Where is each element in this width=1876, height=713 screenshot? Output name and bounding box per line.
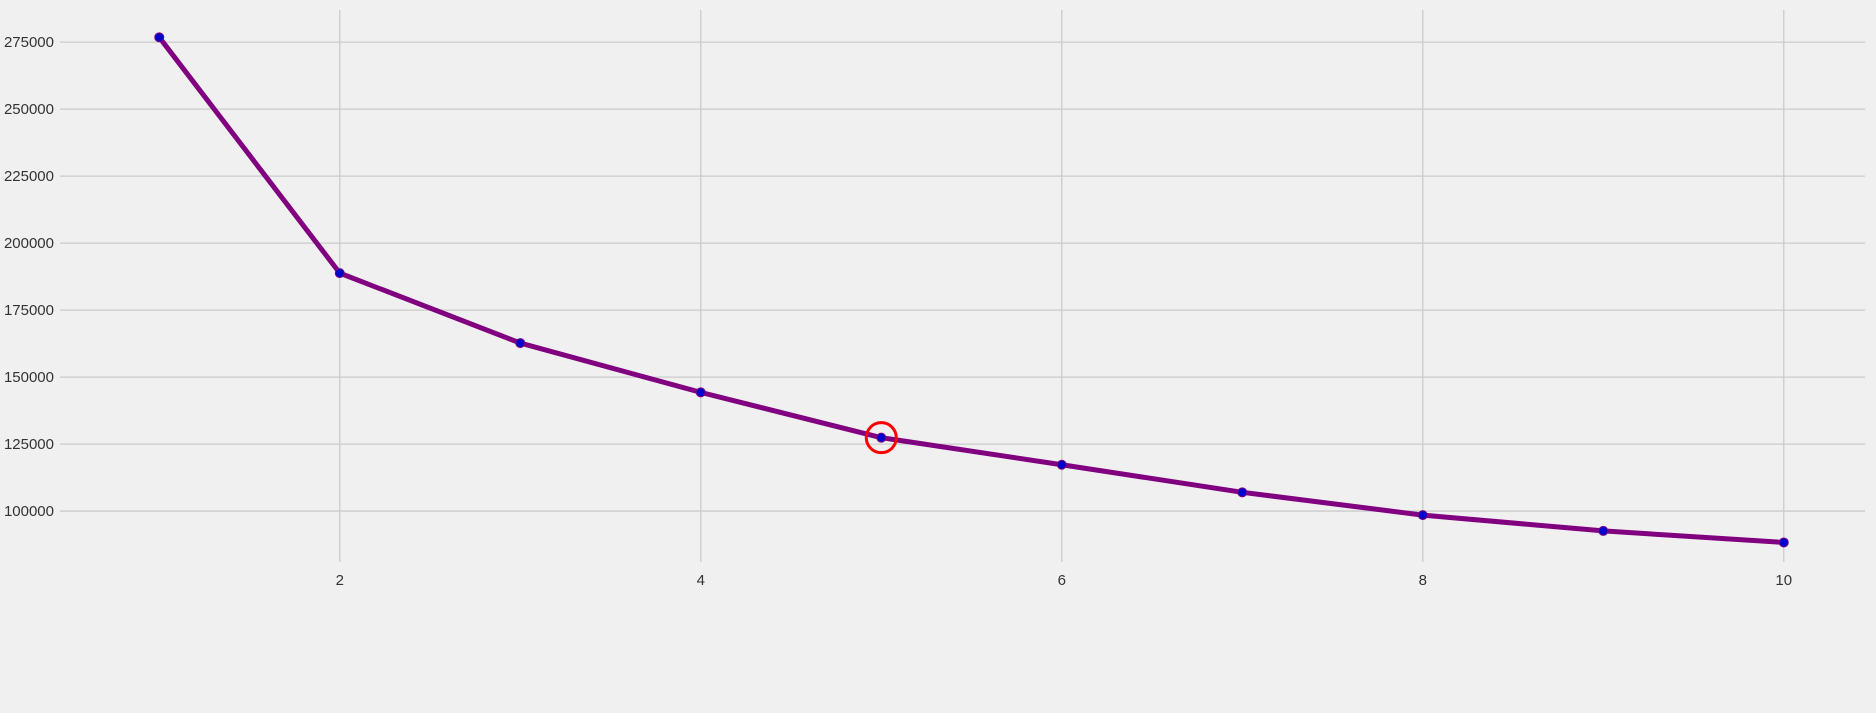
data-point-marker <box>515 338 526 349</box>
highlight-layer <box>864 421 898 455</box>
elbow-highlight-ring <box>864 421 898 455</box>
data-point-marker <box>1417 510 1428 521</box>
data-point-marker <box>876 432 887 443</box>
data-point-marker <box>1598 525 1609 536</box>
tick-layer: 100000 125000 150000 175000 200000 225000 2500… <box>4 34 1792 589</box>
x-tick-label: 2 <box>336 572 344 589</box>
x-tick-label: 6 <box>1058 572 1066 589</box>
x-tick-label: 10 <box>1775 572 1792 589</box>
data-point-marker <box>1778 537 1789 548</box>
series-layer <box>156 34 1787 545</box>
y-tick-label: 225000 <box>4 168 54 185</box>
data-point-marker <box>1056 459 1067 470</box>
y-tick-label: 275000 <box>4 34 54 51</box>
data-point-marker <box>334 268 345 279</box>
y-tick-label: 150000 <box>4 369 54 386</box>
y-tick-label: 200000 <box>4 235 54 252</box>
grid-layer <box>60 10 1865 562</box>
y-tick-label: 175000 <box>4 302 54 319</box>
marker-layer <box>154 32 1789 548</box>
series-line <box>156 34 1787 545</box>
y-tick-label: 100000 <box>4 503 54 520</box>
x-tick-label: 8 <box>1419 572 1427 589</box>
data-point-marker <box>695 387 706 398</box>
y-tick-label: 125000 <box>4 436 54 453</box>
data-point-marker <box>1237 487 1248 498</box>
y-tick-label: 250000 <box>4 101 54 118</box>
data-point-marker <box>154 32 165 43</box>
x-tick-label: 4 <box>697 572 705 589</box>
